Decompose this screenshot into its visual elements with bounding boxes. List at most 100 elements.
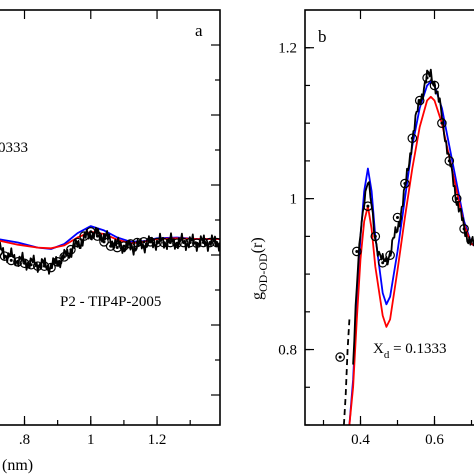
panel-a-marker [178,237,189,248]
panel-a-marker-dot [109,244,113,248]
panel-a-marker [19,258,30,269]
panel-b-marker [459,224,469,234]
panel-a-marker-dot [9,258,13,262]
panel-b-x-tick-label: 0.4 [351,432,370,448]
panel-a-marker-dot [3,254,7,258]
panel-b-marker-dot [338,355,342,359]
panel-a-marker [39,261,50,271]
panel-b-dashed-line [343,319,351,425]
panel-a-marker-dot [155,241,159,245]
panel-a-marker-dot [69,248,73,252]
panel-a-marker-dot [95,234,99,238]
panel-b-marker [407,133,418,144]
panel-b-annotation-sub: d [384,349,390,361]
panel-a-marker-dot [195,241,199,245]
panel-b-marker-dot [447,159,451,163]
panel-a-marker-dot [215,241,219,245]
panel-a-marker [172,238,182,249]
panel-a-marker-dot [188,241,192,245]
panel-b-marker [444,156,455,166]
panel-a-label: a [195,21,203,40]
panel-a-marker-dot [89,230,93,234]
panel-a-marker-dot [182,241,186,245]
panel-a-marker-dot [142,240,146,244]
panel-b-marker-dot [410,136,414,140]
panel-a-marker [26,259,36,270]
panel-b-marker [370,231,381,242]
panel-a-marker-dot [148,240,152,244]
panel-a-annotation-model: P2 - TIP4P-2005 [60,294,161,310]
panel-a-marker-dot [76,241,80,245]
panel-b-series-0-line [348,80,474,425]
panel-a-marker [32,261,43,271]
panel-a-marker [72,237,83,248]
panel-a-marker-dot [201,241,205,245]
panel-b-marker [437,118,447,128]
panel-a-marker-dot [36,264,40,268]
panel-b-marker [335,352,345,362]
panel-b-marker-dot [355,249,359,253]
panel-b-marker-dot [462,227,466,231]
panel-a-plot-area [0,225,220,275]
panel-b-marker [422,73,432,83]
panel-a-marker [205,237,215,248]
panel-a-marker-dot [135,241,139,245]
panel-a-marker [119,241,129,251]
panel-a-marker [112,242,123,253]
panel-a-ticks: .8 1 1.2 [19,10,220,448]
panel-a-marker [198,237,209,248]
panel-b-y-axis-label: gOD-OD(r) [249,237,270,300]
panel-a-marker [92,231,103,241]
panel-b-marker-dot [425,76,429,80]
panel-b-x-tick-label: 0.6 [425,432,444,448]
panel-a-marker [185,237,195,248]
panel-a-marker [211,237,220,248]
panel-b-marker-dot [366,204,370,208]
panel-b-y-tick-label: 1.2 [278,41,297,57]
panel-a-marker-dot [56,260,60,264]
panel-a-marker [132,237,142,248]
panel-b-marker [363,201,373,211]
panel-a-marker-dot [16,260,20,264]
panel-a-marker [192,238,202,249]
panel-b-marker [451,193,462,204]
panel-a-marker [165,237,176,248]
panel-b-marker [351,246,362,257]
panel-b-marker-dot [373,234,377,238]
panel-a-marker [125,239,136,249]
panel-a-annotation-xd: 0333 [0,140,28,156]
panel-a-marker-dot [23,261,27,265]
panel-b-marker [400,178,410,189]
panel-a-marker [52,257,63,267]
panel-a-marker [6,255,17,266]
panel-a-marker-dot [168,241,172,245]
panel-a-marker [13,257,23,267]
panel-a-marker-dot [102,240,106,244]
panel-b-marker-dot [381,261,385,265]
panel-a: .8 1 1.2 a 0333 P2 - TIP4P-2005 (nm) [0,9,221,474]
panel-b-y-tick-label: 0.8 [278,343,297,359]
panel-b-marker [429,80,440,91]
panel-a-marker [59,252,70,262]
panel-a-marker [85,227,96,237]
panel-a-marker-dot [62,255,66,259]
panel-b-annotation-rest: = 0.1333 [389,341,446,357]
panel-a-marker [138,237,149,247]
panel-b-marker-dot [403,182,407,186]
panel-b-label: b [318,27,327,46]
panel-a-marker [46,262,56,273]
panel-b-frame [304,9,474,426]
panel-a-x-axis-label: (nm) [2,457,33,474]
panel-a-x-tick-label: 1 [87,432,95,448]
panel-a-marker [105,241,116,251]
panel-a-x-tick-label: 1.2 [148,432,167,448]
panel-b-marker-dot [433,83,436,87]
panel-a-marker-dot [29,263,33,267]
panel-b-y-label-sub: OD-OD [256,253,270,292]
panel-a-marker-dot [82,234,86,238]
panel-b: 0.4 0.6 0.8 1 1.2 b Xd = 0.1333 gOD-OD(r) [249,9,474,448]
panel-b-marker [377,257,388,268]
panel-b-series-2-line [352,68,474,365]
panel-a-marker-dot [49,266,53,270]
